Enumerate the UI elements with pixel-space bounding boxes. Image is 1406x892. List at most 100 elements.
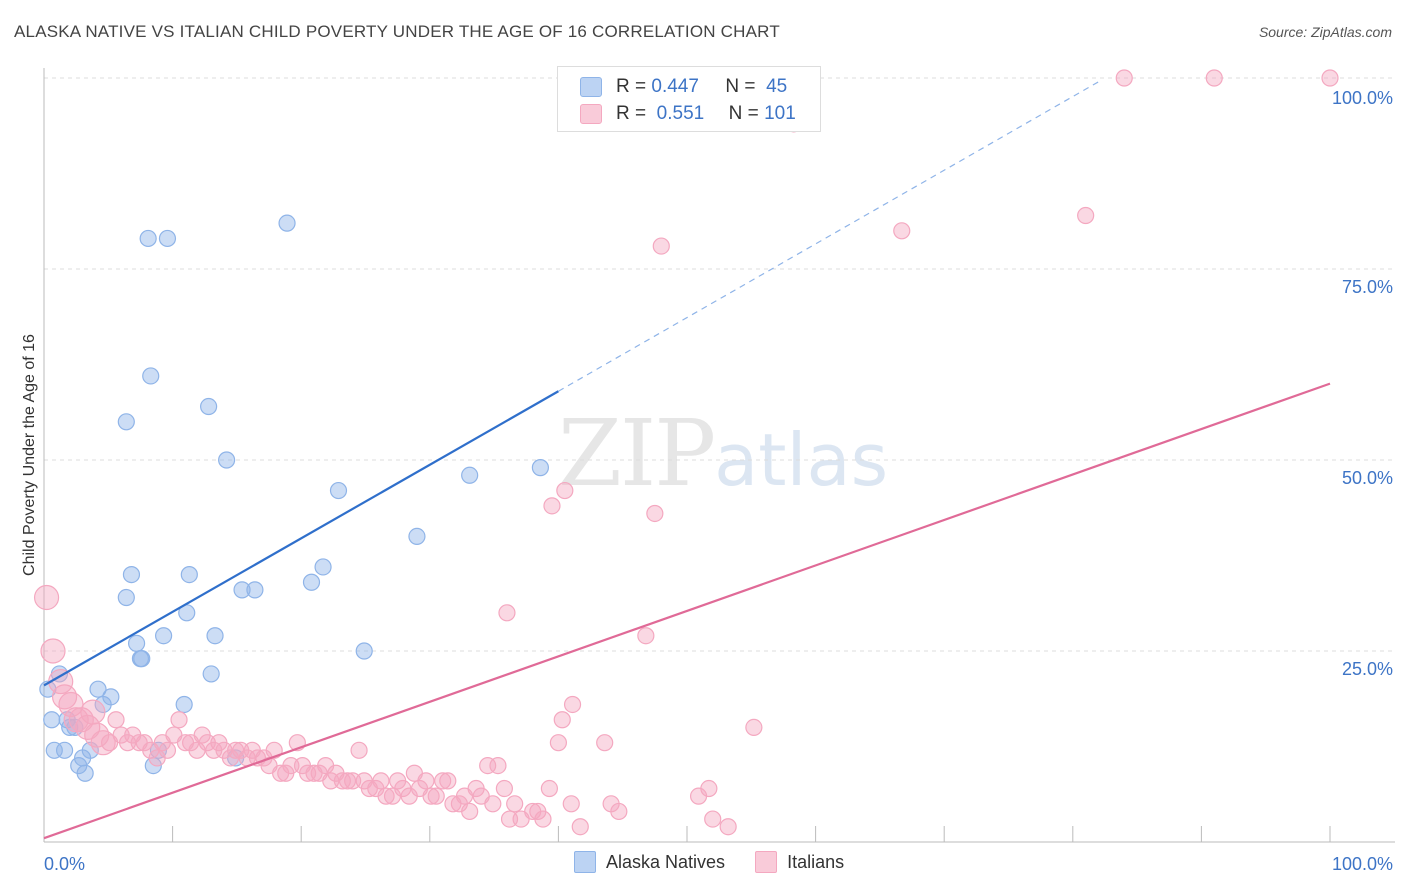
- italian-point: [422, 787, 440, 805]
- correlation-legend: R = 0.447 N = 45 R = 0.551 N = 101: [557, 66, 821, 132]
- italian-point: [434, 772, 452, 790]
- alaska-native-point: [175, 695, 193, 714]
- italian-point: [90, 730, 116, 756]
- n-value: 45: [766, 76, 788, 97]
- alaska-native-point: [43, 711, 61, 729]
- alaska-native-point: [233, 581, 251, 599]
- alaska-trend-line: [43, 390, 559, 687]
- alaska-native-point: [408, 527, 426, 546]
- alaska-native-point: [142, 367, 160, 385]
- italian-point: [417, 772, 435, 790]
- x-tick-label: 100.0%: [1332, 854, 1393, 874]
- alaska-native-point: [314, 558, 332, 576]
- y-tick-label: 75.0%: [1342, 277, 1393, 297]
- italian-point: [40, 638, 66, 664]
- italian-point: [646, 504, 664, 523]
- n-label: N =: [725, 76, 756, 97]
- italian-point: [534, 810, 552, 828]
- alaska-native-point: [461, 466, 479, 484]
- italian-point: [571, 818, 589, 836]
- italian-point: [350, 741, 368, 759]
- italian-point: [498, 604, 516, 622]
- alaska-native-point: [202, 665, 220, 683]
- alaska-native-point: [531, 459, 549, 477]
- italian-point: [33, 584, 60, 611]
- source-label: Source: ZipAtlas.com: [1258, 24, 1392, 40]
- legend-item-alaska-natives[interactable]: Alaska Natives: [574, 851, 725, 873]
- alaska-native-point: [102, 688, 120, 706]
- italian-point: [338, 772, 357, 790]
- italian-point: [549, 734, 568, 752]
- italian-point: [506, 795, 524, 813]
- r-label: R =: [616, 76, 647, 97]
- alaska-native-point: [355, 642, 373, 660]
- italian-trend-line: [43, 382, 1331, 840]
- alaska-native-point: [154, 627, 173, 645]
- series-legend: Alaska Natives Italians: [574, 851, 874, 873]
- legend-swatch-alaska: [580, 77, 602, 97]
- italian-point: [1077, 206, 1095, 225]
- italian-point: [553, 711, 571, 729]
- y-tick-label: 50.0%: [1342, 468, 1393, 488]
- italian-point: [484, 795, 502, 813]
- italian-point: [495, 779, 513, 798]
- legend-swatch-italians: [580, 104, 602, 124]
- alaska-native-point: [131, 650, 150, 668]
- italian-point: [461, 802, 479, 821]
- alaska-native-point: [158, 229, 177, 248]
- alaska-trend-extension: [558, 81, 1099, 392]
- x-tick-label: 0.0%: [44, 854, 85, 874]
- italian-point: [704, 810, 722, 828]
- italian-point: [427, 787, 445, 805]
- alaska-native-point: [139, 229, 157, 248]
- alaska-native-point: [127, 634, 146, 652]
- italian-point: [556, 481, 574, 500]
- alaska-native-point: [117, 413, 135, 431]
- r-value: 0.551: [656, 103, 705, 124]
- watermark-zip: ZIP: [558, 400, 716, 507]
- italian-point: [610, 802, 628, 821]
- italian-point: [170, 711, 188, 729]
- legend-swatch-alaska: [574, 851, 596, 873]
- italian-point: [719, 818, 737, 836]
- alaska-native-point: [76, 764, 94, 782]
- alaska-native-point: [117, 588, 135, 607]
- italian-point: [489, 756, 507, 775]
- italian-point: [700, 779, 718, 798]
- italian-point: [107, 711, 125, 729]
- legend-label: Italians: [787, 851, 845, 872]
- italian-point: [893, 222, 911, 240]
- italian-point: [1321, 69, 1339, 87]
- chart-title: ALASKA NATIVE VS ITALIAN CHILD POVERTY U…: [14, 22, 780, 41]
- italian-point: [563, 695, 582, 714]
- alaska-native-point: [180, 565, 198, 584]
- legend-swatch-italians: [755, 851, 778, 873]
- italian-point: [80, 699, 106, 725]
- italian-point: [540, 779, 558, 798]
- alaska-native-point: [206, 627, 224, 645]
- italian-point: [372, 772, 390, 790]
- y-tick-label: 25.0%: [1342, 659, 1393, 679]
- legend-row-italians: R = 0.551 N = 101: [580, 101, 796, 127]
- italian-point: [1115, 69, 1133, 87]
- italian-point: [543, 497, 561, 515]
- italian-point: [745, 718, 763, 737]
- alaska-native-point: [200, 397, 218, 416]
- n-value: 101: [764, 103, 796, 124]
- alaska-native-point: [122, 565, 141, 584]
- italian-point: [652, 237, 670, 255]
- watermark: ZIPatlas: [558, 400, 888, 507]
- n-label: N =: [728, 103, 759, 124]
- legend-item-italians[interactable]: Italians: [755, 851, 844, 873]
- italian-point: [439, 772, 457, 790]
- legend-row-alaska: R = 0.447 N = 45: [580, 74, 787, 100]
- alaska-native-point: [246, 581, 264, 599]
- r-value: 0.447: [651, 76, 699, 97]
- italian-point: [158, 741, 177, 759]
- italian-point: [1205, 69, 1223, 87]
- italian-point: [596, 734, 614, 752]
- legend-label: Alaska Natives: [606, 851, 726, 872]
- italian-point: [377, 787, 395, 805]
- alaska-native-point: [278, 214, 296, 232]
